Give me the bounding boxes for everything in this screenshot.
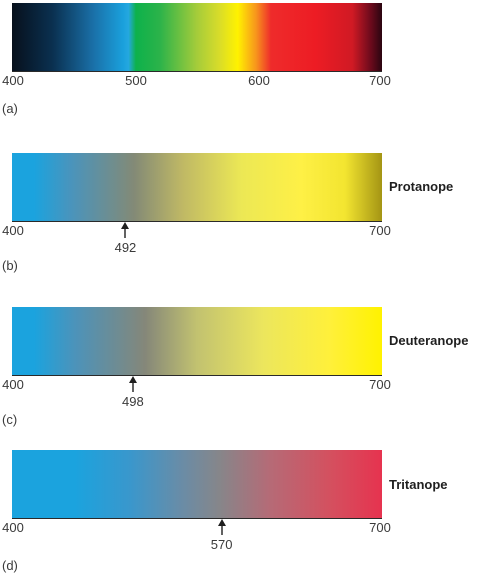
wavelength-axis [12, 375, 382, 376]
panel-label: (d) [2, 558, 18, 573]
spectrum-bar-tritanope [12, 450, 382, 518]
panel-label: (b) [2, 258, 18, 273]
wavelength-axis [12, 518, 382, 519]
neutral-point-arrow-icon [120, 222, 130, 238]
tick-label-700: 700 [369, 377, 391, 392]
vision-type-title: Tritanope [389, 477, 448, 492]
panel-c: Deuteranope 400 700 498 (c) [0, 305, 491, 435]
tick-label-400: 400 [2, 520, 24, 535]
panel-label: (c) [2, 412, 18, 427]
tick-label-700: 700 [369, 520, 391, 535]
vision-type-title: Protanope [389, 179, 454, 194]
neutral-point-arrow-icon [128, 376, 138, 392]
vision-type-title: Deuteranope [389, 333, 469, 348]
spectrum-bar-protanope [12, 153, 382, 221]
tick-label-600: 600 [248, 73, 270, 88]
panel-d: Tritanope 400 700 570 (d) [0, 450, 491, 582]
tick-label-700: 700 [369, 223, 391, 238]
tick-label-500: 500 [125, 73, 147, 88]
neutral-point-value: 498 [122, 394, 144, 409]
panel-b: Protanope 400 700 492 (b) [0, 150, 491, 280]
tick-label-400: 400 [2, 377, 24, 392]
tick-label-400: 400 [2, 73, 24, 88]
tick-label-700: 700 [369, 73, 391, 88]
wavelength-axis [12, 221, 382, 222]
neutral-point-value: 492 [114, 240, 137, 255]
panel-a: 400 500 600 700 (a) [0, 0, 491, 130]
panel-label: (a) [2, 101, 18, 116]
spectrum-bar-deuteranope [12, 307, 382, 375]
neutral-point-value: 570 [210, 537, 233, 552]
tick-label-400: 400 [2, 223, 24, 238]
wavelength-axis [12, 71, 382, 72]
neutral-point-arrow-icon [217, 519, 227, 535]
spectrum-bar-normal [12, 3, 382, 71]
